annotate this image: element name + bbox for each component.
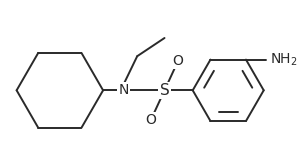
Text: N: N <box>118 83 129 97</box>
Text: O: O <box>145 113 156 127</box>
Text: O: O <box>173 54 184 68</box>
Text: NH$_2$: NH$_2$ <box>270 51 298 68</box>
Text: S: S <box>160 83 169 98</box>
